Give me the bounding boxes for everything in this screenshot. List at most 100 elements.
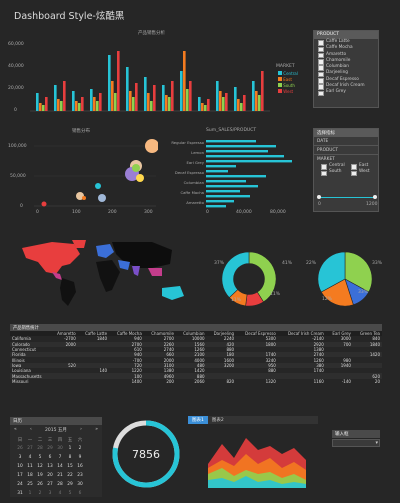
calendar-day[interactable]: 10 <box>17 464 23 469</box>
calendar-day[interactable]: 23 <box>77 473 83 478</box>
slicer-item-decaf-espresso[interactable]: Decaf Espresso <box>314 77 378 84</box>
hbar-xtick: 40,000 <box>236 210 252 215</box>
calendar-day[interactable]: 3 <box>48 491 52 496</box>
calendar-day[interactable]: 24 <box>17 482 23 487</box>
bar <box>219 91 222 111</box>
calendar-day[interactable]: 13 <box>47 464 53 469</box>
calendar-day[interactable]: 4 <box>58 491 62 496</box>
north-america <box>22 242 80 274</box>
sales-table-title: 产品销售统计 <box>10 324 382 331</box>
slider-handle-max[interactable] <box>373 195 377 199</box>
calendar-day[interactable]: 14 <box>57 464 63 469</box>
bar <box>252 81 255 111</box>
range-slider[interactable] <box>317 195 377 199</box>
table-cell: 1940 <box>325 362 353 369</box>
calendar-day[interactable]: 30 <box>77 482 83 487</box>
slicer-item-earl-grey[interactable]: Earl Grey <box>314 89 378 97</box>
date-filter[interactable]: DATE <box>314 137 378 146</box>
calendar-next-year-button[interactable]: » <box>95 427 98 432</box>
tab-chart-1[interactable]: 图表1 <box>188 416 208 424</box>
calendar-prev-month-button[interactable]: ‹ <box>30 427 32 432</box>
calendar-day[interactable]: 30 <box>57 446 63 451</box>
bar <box>117 51 120 111</box>
calendar-day[interactable]: 6 <box>78 491 82 496</box>
market-checkbox-east[interactable]: East <box>347 163 377 171</box>
tab-chart-2[interactable]: 图表2 <box>211 418 224 423</box>
calendar-day[interactable]: 29 <box>47 446 53 451</box>
calendar-day[interactable]: 11 <box>27 464 33 469</box>
calendar-grid: 日一二三四五六 26 27 28 29 30 1 2 3 4 5 6 7 8 9 10 11 12 13 14 15 16… <box>14 434 86 499</box>
product-filter[interactable]: PRODUCT <box>314 146 378 155</box>
calendar-day[interactable]: 1 <box>28 491 32 496</box>
slicer-item-columbian[interactable]: Columbian <box>314 64 378 72</box>
bubble <box>132 164 140 172</box>
hbar-xtick: 80,000 <box>270 210 286 215</box>
calendar-day[interactable]: 27 <box>47 482 53 487</box>
table-cell: 4960 <box>143 373 176 379</box>
calendar-day[interactable]: 15 <box>67 464 73 469</box>
calendar-day[interactable]: 12 <box>37 464 43 469</box>
table-cell: Iowa <box>10 362 51 369</box>
bar-legend-title: MARKET <box>276 64 295 69</box>
calendar-day[interactable]: 18 <box>27 473 33 478</box>
input-box-field[interactable]: ▾ <box>332 439 380 447</box>
market-checkbox-central[interactable]: Central <box>317 163 347 171</box>
slicer-item-amaretto[interactable]: Amaretto <box>314 52 378 59</box>
calendar-day[interactable]: 31 <box>17 491 23 496</box>
calendar-day[interactable]: 7 <box>58 455 62 460</box>
slicer-item-darjeeling[interactable]: Darjeeling <box>314 70 378 78</box>
calendar-day[interactable]: 20 <box>47 473 53 478</box>
calendar-day[interactable]: 2 <box>78 446 82 451</box>
greenland <box>72 240 86 248</box>
calendar-day[interactable]: 26 <box>37 482 43 487</box>
calendar-day[interactable]: 25 <box>27 482 33 487</box>
calendar-prev-year-button[interactable]: « <box>14 427 17 432</box>
table-row: Connecticut 610 2740 1260 880 1380 <box>10 347 382 352</box>
donut-slice <box>320 278 354 307</box>
hbar <box>206 200 234 203</box>
table-cell: Connecticut <box>12 347 36 353</box>
product-slicer: PRODUCT Caffe Latte Caffe Mocha Amaretto… <box>313 30 379 108</box>
table-header-cell: Chamomile <box>143 331 176 337</box>
calendar-day[interactable]: 8 <box>68 455 72 460</box>
product-slicer-header: PRODUCT <box>314 31 378 39</box>
calendar-day[interactable]: 17 <box>17 473 23 478</box>
calendar-day[interactable]: 21 <box>57 473 63 478</box>
calendar-day[interactable]: 28 <box>57 482 63 487</box>
bar <box>132 97 135 111</box>
bar <box>150 101 153 111</box>
table-cell: -2140 <box>312 336 324 342</box>
calendar-day[interactable]: 5 <box>38 455 42 460</box>
table-cell: 520 <box>50 362 78 369</box>
calendar-day[interactable]: 2 <box>38 491 42 496</box>
calendar-day[interactable]: 27 <box>27 446 33 451</box>
calendar-day[interactable]: 29 <box>67 482 73 487</box>
slicer-item-caffe-mocha[interactable]: Caffe Mocha <box>314 45 378 53</box>
slicer-item-caffe-latte[interactable]: Caffe Latte <box>314 39 378 47</box>
calendar-day[interactable]: 1 <box>68 446 72 451</box>
table-cell: 1260 <box>313 357 324 363</box>
calendar-day[interactable]: 28 <box>37 446 43 451</box>
calendar-day[interactable]: 19 <box>37 473 43 478</box>
market-checkbox-south[interactable]: South <box>317 169 347 177</box>
slider-handle-min[interactable] <box>317 195 321 199</box>
slicer-item-decaf-irish-cream[interactable]: Decaf Irish Cream <box>314 83 378 91</box>
bar <box>171 81 174 111</box>
calendar-day[interactable]: 3 <box>18 455 22 460</box>
slicer-item-chamomile[interactable]: Chamomile <box>314 58 378 66</box>
calendar-next-month-button[interactable]: › <box>80 427 82 432</box>
bar <box>186 89 189 111</box>
calendar-day[interactable]: 9 <box>78 455 82 460</box>
calendar-day[interactable]: 26 <box>17 446 23 451</box>
bar <box>45 97 48 111</box>
calendar-day[interactable]: 4 <box>28 455 32 460</box>
legend-swatch <box>278 71 282 75</box>
chevron-down-icon[interactable]: ▾ <box>375 440 378 446</box>
hbar <box>206 140 256 143</box>
calendar-day[interactable]: 5 <box>68 491 72 496</box>
calendar-day[interactable]: 6 <box>48 455 52 460</box>
market-checkbox-west[interactable]: West <box>347 169 377 177</box>
calendar-day[interactable]: 16 <box>77 464 83 469</box>
table-cell <box>206 373 237 379</box>
calendar-day[interactable]: 22 <box>67 473 73 478</box>
